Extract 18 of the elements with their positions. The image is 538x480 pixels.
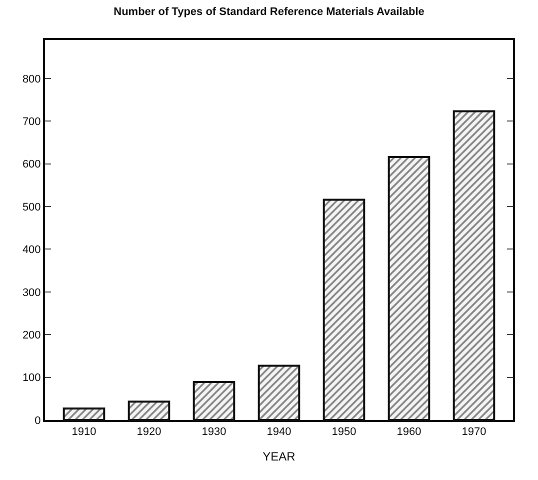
y-tick-label: 200: [22, 329, 41, 342]
y-tick-label: 400: [22, 244, 41, 256]
y-tick-label: 100: [22, 372, 41, 384]
x-tick-label: 1940: [266, 426, 292, 438]
x-tick-label: 1910: [72, 426, 96, 438]
y-tick-label: 300: [22, 286, 41, 299]
x-tick-label: 1960: [396, 426, 422, 438]
x-tick-label: 1930: [202, 426, 226, 438]
y-tick-label: 500: [22, 201, 41, 214]
x-axis-title: YEAR: [262, 450, 296, 464]
x-tick-label: 1950: [332, 426, 356, 438]
x-tick-label: 1920: [136, 426, 162, 438]
y-tick-label: 700: [22, 116, 41, 128]
y-tick-label: 600: [22, 158, 41, 171]
y-tick-label: 0: [34, 414, 41, 427]
y-tick-label: 800: [22, 73, 41, 86]
chart-title: Number of Types of Standard Reference Materials Available: [114, 6, 424, 18]
x-tick-label: 1970: [462, 426, 486, 438]
